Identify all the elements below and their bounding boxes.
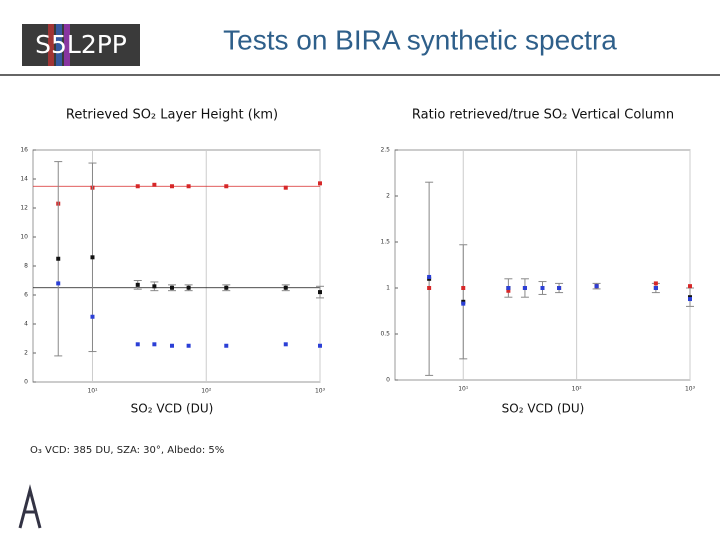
x-tick-label: 10³: [315, 388, 326, 395]
point: [56, 256, 61, 261]
point: [283, 285, 288, 290]
y-tick-label: 0: [24, 379, 28, 386]
point: [540, 286, 545, 290]
slide-title: Tests on BIRA synthetic spectra: [223, 24, 617, 55]
logo-stripe: [64, 24, 70, 66]
y-tick-label: 12: [20, 205, 28, 212]
point: [135, 342, 140, 347]
y-tick-label: 1: [386, 285, 390, 292]
point: [688, 284, 692, 289]
point: [318, 181, 322, 186]
x-tick-label: 10¹: [87, 388, 98, 395]
point: [169, 285, 174, 290]
point: [186, 285, 191, 290]
y-tick-label: 2: [386, 193, 390, 200]
logo-stripe: [48, 24, 54, 66]
point: [135, 184, 140, 189]
point: [461, 286, 466, 290]
plot-frame: [394, 149, 691, 381]
x-tick-label: 10²: [572, 386, 583, 393]
point: [169, 343, 174, 348]
y-tick-label: 4: [24, 321, 28, 328]
point: [594, 284, 599, 289]
point: [283, 342, 288, 347]
point: [653, 286, 658, 290]
y-tick-label: 0: [386, 377, 390, 384]
point: [90, 314, 95, 319]
y-tick-label: 10: [20, 234, 28, 241]
point: [186, 343, 191, 348]
point: [461, 301, 466, 306]
y-tick-label: 0.5: [380, 331, 390, 338]
footnote: O₃ VCD: 385 DU, SZA: 30°, Albedo: 5%: [30, 445, 224, 456]
point: [169, 184, 174, 189]
point: [427, 286, 432, 290]
x-axis-label: SO₂ VCD (DU): [131, 402, 214, 416]
logo-text: S5L2PP: [35, 30, 127, 59]
point: [506, 286, 511, 290]
y-tick-label: 14: [20, 176, 28, 183]
y-tick-label: 6: [24, 292, 28, 299]
point: [135, 282, 140, 287]
point: [653, 281, 658, 286]
x-axis-label: SO₂ VCD (DU): [502, 402, 585, 416]
point: [557, 286, 562, 290]
chart-title: Retrieved SO₂ Layer Height (km): [66, 108, 278, 123]
logo-stripe: [56, 24, 62, 66]
y-tick-label: 16: [20, 147, 28, 154]
x-tick-label: 10²: [201, 388, 212, 395]
y-tick-label: 2.5: [380, 147, 390, 154]
point: [224, 184, 229, 189]
x-tick-label: 10¹: [458, 386, 469, 393]
y-tick-label: 8: [24, 263, 28, 270]
point: [522, 286, 527, 290]
x-tick-label: 10³: [685, 386, 696, 393]
point: [56, 281, 61, 286]
y-tick-label: 2: [24, 350, 28, 357]
chart-title: Ratio retrieved/true SO₂ Vertical Column: [412, 108, 674, 123]
point: [427, 274, 432, 279]
point: [318, 343, 322, 348]
point: [186, 184, 191, 189]
point: [90, 255, 95, 260]
institute-logo: [18, 484, 42, 529]
point: [506, 288, 511, 293]
point: [152, 182, 157, 187]
point: [224, 343, 229, 348]
point: [688, 297, 692, 302]
y-tick-label: 1.5: [380, 239, 390, 246]
point: [318, 290, 322, 295]
point: [152, 284, 157, 289]
logo-box: [22, 24, 140, 66]
point: [152, 342, 157, 347]
point: [224, 285, 229, 290]
plot-frame: [32, 149, 321, 383]
point: [283, 185, 288, 190]
